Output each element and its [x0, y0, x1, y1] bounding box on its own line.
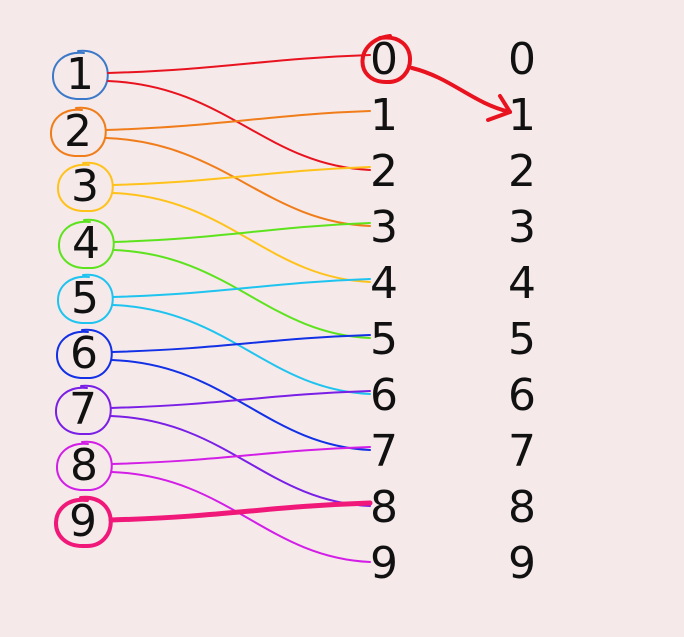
middle-digit-0: 0	[370, 34, 398, 85]
line-6-to-5	[111, 334, 371, 353]
left-digit-9: 9	[69, 496, 97, 547]
left-digit-7: 7	[69, 384, 97, 435]
line-1-to-2	[107, 80, 371, 171]
left-digit-1: 1	[66, 49, 94, 100]
middle-digit-3: 3	[370, 202, 398, 253]
middle-digit-2: 2	[370, 146, 398, 197]
left-digit-6: 6	[70, 328, 98, 379]
middle-digit-5: 5	[370, 314, 398, 365]
left-digit-4: 4	[72, 218, 100, 269]
line-7-to-8	[110, 415, 371, 507]
middle-digit-6: 6	[370, 370, 398, 421]
right-digit-8: 8	[508, 482, 536, 533]
middle-digit-9: 9	[370, 538, 398, 589]
circle-7	[55, 384, 112, 436]
circle-0	[360, 34, 412, 85]
line-6-to-7	[111, 359, 371, 451]
left-digit-3: 3	[71, 161, 99, 212]
middle-digit-8: 8	[370, 482, 398, 533]
left-digit-2: 2	[64, 106, 92, 157]
line-4-to-5	[113, 249, 371, 339]
line-3-to-4	[112, 192, 371, 283]
circle-3	[57, 161, 114, 213]
line-4-to-3	[113, 222, 371, 243]
circle-1	[52, 49, 109, 101]
line-9-to-8	[108, 500, 373, 523]
line-5-to-6	[112, 304, 371, 395]
right-digit-7: 7	[508, 426, 536, 477]
arrow-0-to-1	[410, 66, 512, 114]
right-digit-2: 2	[508, 146, 536, 197]
line-8-to-7	[111, 446, 371, 465]
right-digit-0: 0	[508, 34, 536, 85]
right-digit-4: 4	[508, 258, 536, 309]
circle-8	[56, 440, 113, 492]
line-7-to-6	[110, 390, 371, 409]
right-digit-3: 3	[508, 202, 536, 253]
line-2-to-1	[105, 110, 371, 131]
line-2-to-3	[105, 137, 371, 227]
circle-5	[57, 273, 114, 325]
line-3-to-2	[112, 166, 371, 186]
line-1-to-0	[107, 54, 371, 74]
right-digit-6: 6	[508, 370, 536, 421]
middle-digit-7: 7	[370, 426, 398, 477]
arrow-head	[486, 94, 512, 122]
circle-9	[54, 495, 113, 549]
middle-digit-1: 1	[370, 90, 398, 141]
right-digit-1: 1	[508, 90, 536, 141]
line-8-to-9	[111, 471, 371, 563]
right-digit-9: 9	[508, 538, 536, 589]
circle-6	[56, 328, 113, 380]
line-5-to-4	[112, 278, 371, 298]
circle-2	[50, 106, 107, 158]
left-digit-8: 8	[70, 440, 98, 491]
right-digit-5: 5	[508, 314, 536, 365]
left-digit-5: 5	[71, 273, 99, 324]
circle-4	[58, 218, 115, 270]
middle-digit-4: 4	[370, 258, 398, 309]
